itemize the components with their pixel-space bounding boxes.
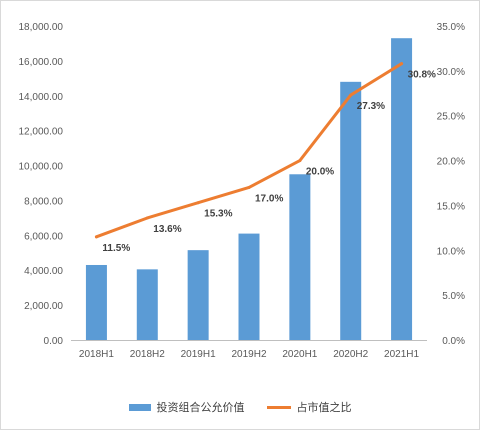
x-tick-label: 2020H1 <box>282 349 317 360</box>
x-tick-label: 2019H1 <box>181 349 216 360</box>
y-left-tick-label: 6,000.00 <box>24 231 63 242</box>
y-left-tick-label: 10,000.00 <box>19 162 64 173</box>
data-label: 15.3% <box>204 209 232 220</box>
y-left-tick-label: 4,000.00 <box>24 266 63 277</box>
y-right-tick-label: 0.0% <box>442 336 465 347</box>
y-left-tick-label: 14,000.00 <box>19 92 64 103</box>
bar <box>85 264 107 340</box>
legend-item-line: 占市值之比 <box>266 399 352 415</box>
x-tick-label: 2018H2 <box>130 349 165 360</box>
bar <box>391 38 413 340</box>
line-point <box>247 185 251 189</box>
line-point <box>400 62 404 66</box>
legend-swatch-line <box>266 405 291 409</box>
line-point <box>349 93 353 97</box>
line-point <box>196 201 200 205</box>
y-left-tick-label: 2,000.00 <box>24 301 63 312</box>
bar <box>187 250 209 340</box>
y-right-tick-label: 5.0% <box>442 291 465 302</box>
x-tick-label: 2021H1 <box>384 349 419 360</box>
bar <box>238 233 260 340</box>
legend-swatch-bar <box>128 403 151 411</box>
y-left-tick-label: 18,000.00 <box>19 22 64 33</box>
y-left-tick-label: 16,000.00 <box>19 57 64 68</box>
legend: 投资组合公允价值 占市值之比 <box>1 399 479 415</box>
bar <box>340 81 362 341</box>
y-right-tick-label: 20.0% <box>437 157 465 168</box>
y-right-tick-label: 35.0% <box>437 22 465 33</box>
y-right-tick-label: 15.0% <box>437 201 465 212</box>
y-right-tick-label: 10.0% <box>437 246 465 257</box>
bar <box>289 174 311 340</box>
data-label: 13.6% <box>153 224 181 235</box>
bar <box>136 269 158 340</box>
line-point <box>94 235 98 239</box>
y-left-tick-label: 8,000.00 <box>24 196 63 207</box>
y-right-tick-label: 25.0% <box>437 112 465 123</box>
y-left-tick-label: 0.00 <box>44 336 64 347</box>
data-label: 11.5% <box>102 243 130 254</box>
combo-chart: 0.00 2,000.00 4,000.00 6,000.00 8,000.00 10,0… <box>19 22 466 360</box>
data-label: 20.0% <box>306 167 334 178</box>
y-left-tick-label: 12,000.00 <box>19 127 64 138</box>
x-tick-label: 2019H2 <box>231 349 266 360</box>
y-right-tick-label: 30.0% <box>437 67 465 78</box>
line-point <box>145 216 149 220</box>
x-tick-label: 2020H2 <box>333 349 368 360</box>
data-label: 30.8% <box>408 70 436 81</box>
line-point <box>298 159 302 163</box>
legend-item-bar: 投资组合公允价值 <box>128 399 245 415</box>
legend-label-bar: 投资组合公允价值 <box>156 401 245 414</box>
data-label: 27.3% <box>357 101 385 112</box>
x-tick-label: 2018H1 <box>79 349 114 360</box>
legend-label-line: 占市值之比 <box>296 401 352 414</box>
data-label: 17.0% <box>255 193 283 204</box>
